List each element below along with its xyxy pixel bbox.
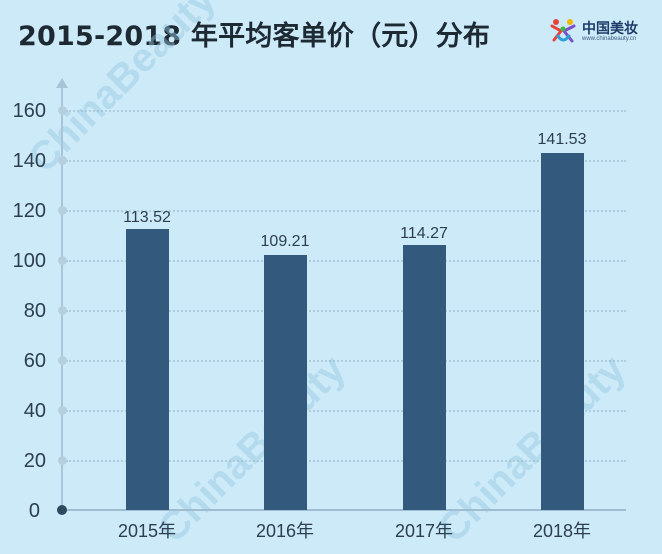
y-tick-dot: [58, 406, 67, 415]
y-tick-label: 140: [12, 150, 46, 172]
x-tick-label: 2017年: [394, 521, 454, 541]
grid-line: [66, 210, 626, 212]
bar-2017: [403, 245, 446, 510]
logo-url: www.chinabeauty.cn: [582, 36, 637, 42]
bar-2015: [126, 229, 169, 510]
y-tick-dot: [58, 206, 67, 215]
bar-value-label: 114.27: [400, 225, 448, 242]
grid-line: [66, 410, 626, 412]
chart-title: 2015-2018 年平均客单价（元）分布: [18, 21, 491, 52]
bar-value-label: 109.21: [260, 233, 310, 250]
x-tick-label: 2016年: [255, 521, 315, 541]
y-tick-label: 80: [23, 300, 46, 322]
grid-line: [66, 160, 626, 162]
grid-line: [66, 310, 626, 312]
brand-logo: 中国美妆 www.chinabeauty.cn: [548, 16, 658, 46]
y-tick-label: 120: [12, 200, 46, 222]
y-axis-arrow-icon: [56, 78, 68, 88]
y-tick-label: 20: [23, 450, 46, 472]
y-tick-label: 160: [12, 100, 46, 122]
y-tick-dot: [58, 456, 67, 465]
y-axis: [61, 86, 63, 510]
y-tick-dot: [58, 156, 67, 165]
grid-line: [66, 360, 626, 362]
grid-line: [66, 110, 626, 112]
grid-line: [66, 260, 626, 262]
bar-2018: [541, 153, 584, 510]
y-tick-dot: [58, 306, 67, 315]
y-tick-dot: [58, 256, 67, 265]
y-tick-label: 100: [12, 250, 46, 272]
y-tick-dot: [58, 356, 67, 365]
colorful-people-logo-icon: [550, 19, 576, 43]
origin-dot: [57, 505, 67, 515]
bar-value-label: 113.52: [123, 209, 171, 226]
logo-name: 中国美妆: [582, 21, 638, 37]
y-tick-label: 0: [28, 500, 40, 522]
grid-line: [66, 460, 626, 462]
y-tick-label: 40: [23, 400, 46, 422]
x-tick-label: 2018年: [532, 521, 592, 541]
y-tick-dot: [58, 106, 67, 115]
x-axis: [62, 509, 626, 511]
bar-2016: [264, 255, 307, 510]
x-tick-label: 2015年: [117, 521, 177, 541]
y-tick-label: 60: [23, 350, 46, 372]
bar-value-label: 141.53: [537, 131, 587, 148]
